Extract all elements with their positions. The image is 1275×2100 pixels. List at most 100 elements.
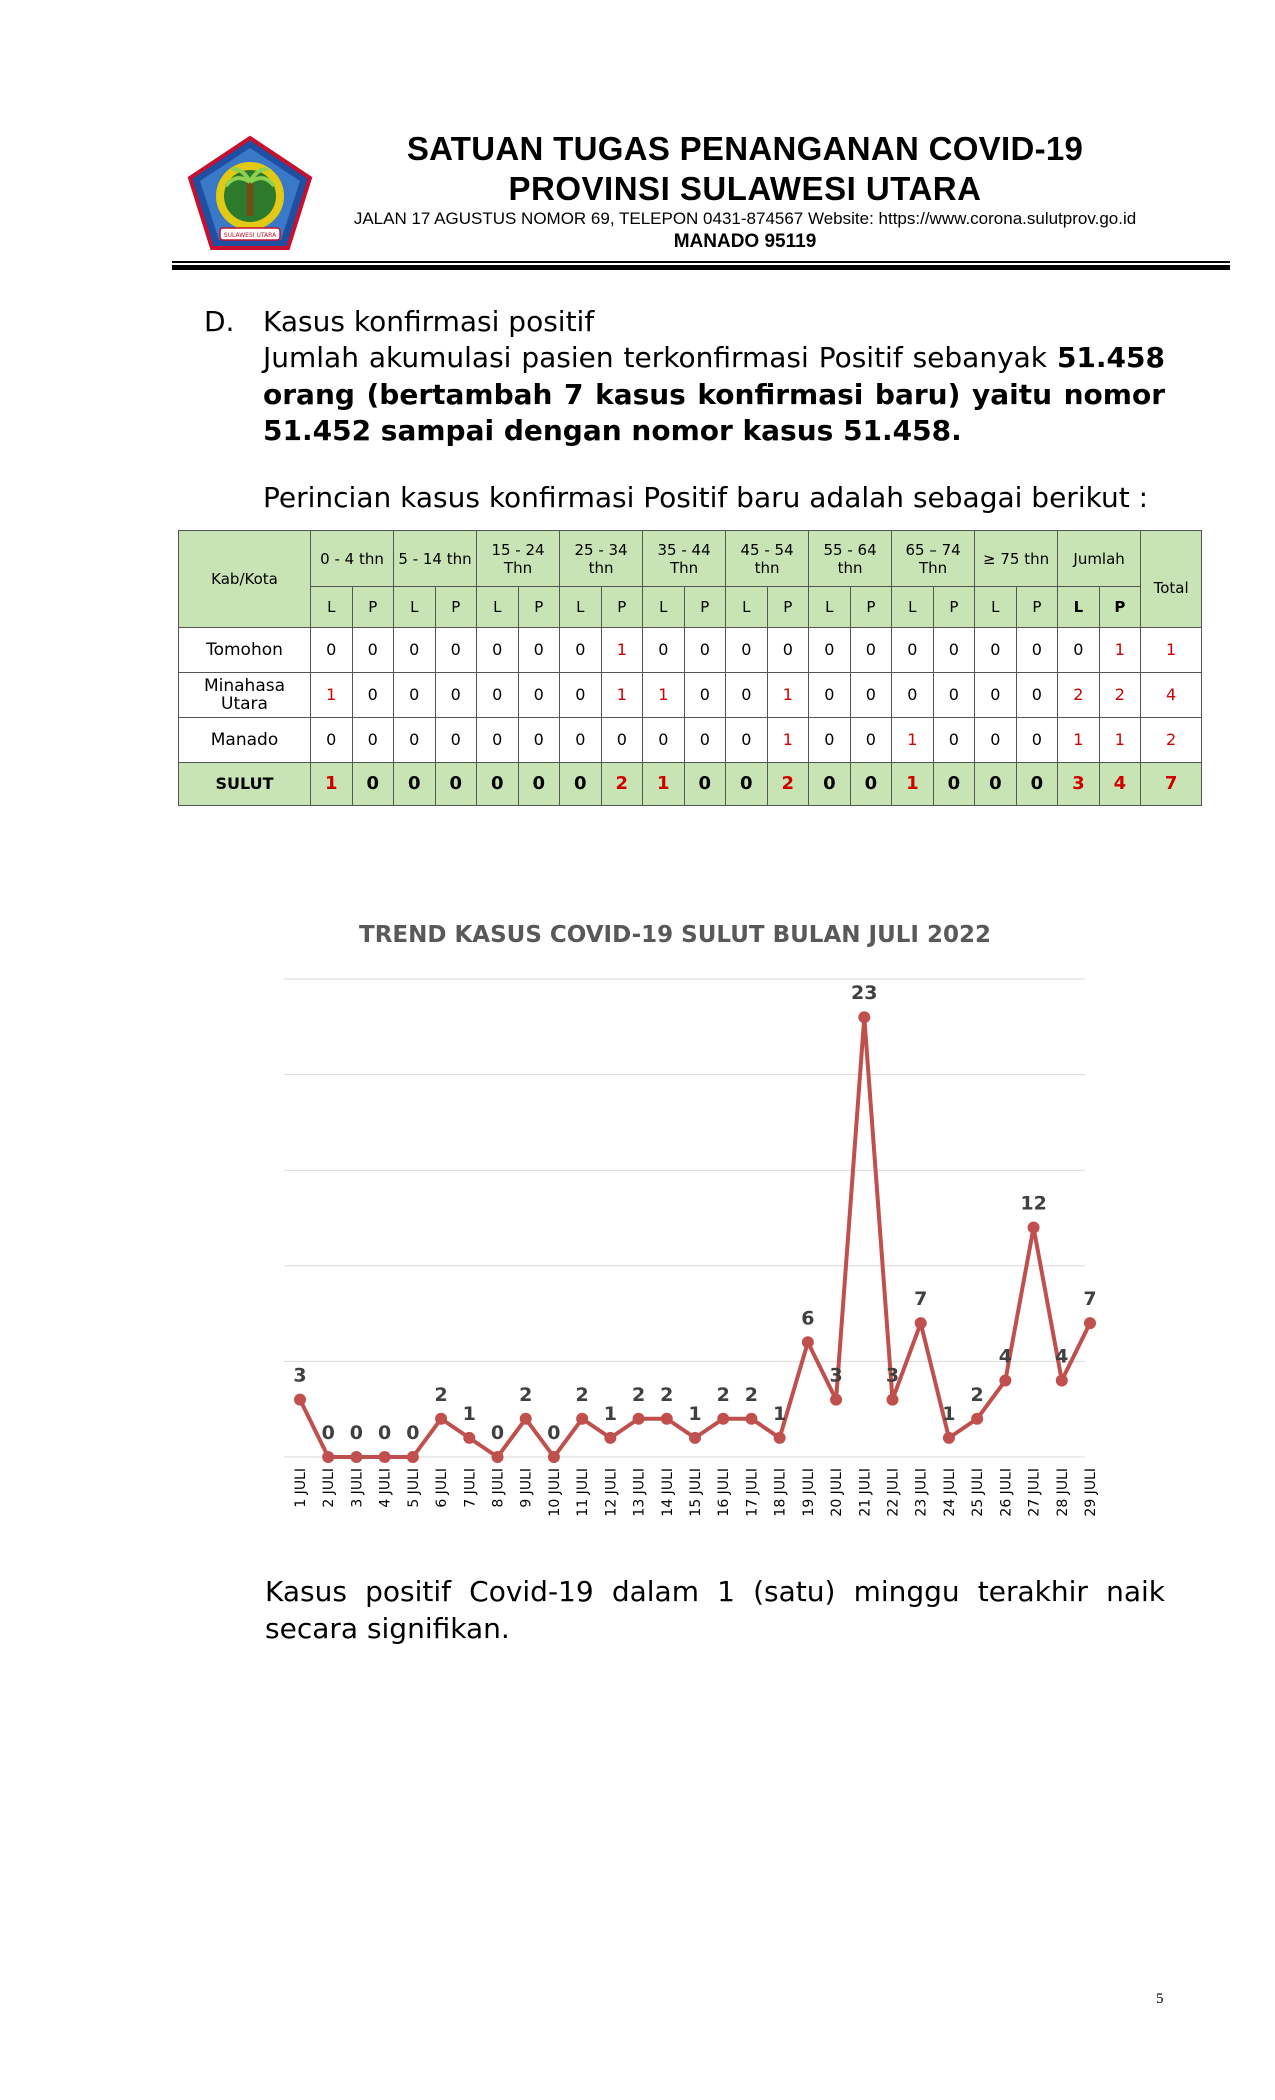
data-point	[350, 1451, 363, 1463]
x-tick-label: 15 JULI	[688, 1468, 704, 1517]
header-title-line2: PROVINSI SULAWESI UTARA	[508, 170, 982, 207]
x-tick-label: 20 JULI	[829, 1468, 845, 1517]
data-point	[378, 1451, 391, 1463]
data-point	[294, 1393, 306, 1406]
table-cell: 0	[476, 627, 519, 673]
data-point	[463, 1431, 476, 1444]
table-cell: 0	[974, 627, 1017, 673]
x-tick-label: 27 JULI	[1027, 1468, 1043, 1517]
table-cell: 0	[683, 627, 727, 673]
kab-header: Kab/Kota	[178, 530, 311, 628]
table-lead-text: Perincian kasus konfirmasi Positif baru …	[263, 481, 1149, 514]
data-point	[632, 1412, 645, 1425]
data-label: 2	[632, 1384, 645, 1406]
data-label: 4	[999, 1346, 1012, 1368]
x-tick-label: 6 JULI	[434, 1468, 450, 1508]
table-cell: 0	[766, 627, 810, 673]
x-tick-label: 17 JULI	[744, 1468, 760, 1517]
table-cell: 2	[766, 762, 810, 806]
sex-header: P	[849, 586, 893, 628]
sex-header: P	[683, 586, 727, 628]
x-tick-label: 8 JULI	[491, 1468, 507, 1508]
age-header: 15 - 24 Thn	[476, 530, 561, 587]
table-cell: 0	[974, 717, 1017, 763]
section-title: Kasus konfirmasi positif	[263, 305, 595, 338]
data-point	[801, 1336, 814, 1349]
data-point	[322, 1451, 335, 1463]
total-row: SULUT 1 0 0 0 0 0 0 2 1 0 0 2 0 0 1 0 0 0 3 4 7	[178, 762, 1203, 806]
table-cell: 0	[517, 627, 561, 673]
data-point	[689, 1431, 701, 1444]
data-point	[914, 1317, 927, 1330]
data-point	[491, 1451, 504, 1463]
closing-text: Kasus positif Covid-19 dalam 1 (satu) mi…	[265, 1575, 1165, 1645]
sex-header: P	[600, 586, 644, 628]
data-point	[886, 1393, 899, 1406]
table-cell: 0	[808, 672, 851, 718]
header-city: MANADO 95119	[673, 231, 817, 252]
table-cell: 0	[1015, 762, 1059, 806]
x-tick-label: 10 JULI	[547, 1468, 563, 1517]
data-point	[773, 1431, 786, 1444]
data-label: 12	[1020, 1193, 1046, 1215]
data-label: 4	[1055, 1346, 1068, 1368]
x-tick-label: 28 JULI	[1055, 1468, 1071, 1517]
table-cell: 2	[1057, 672, 1100, 718]
x-tick-label: 21 JULI	[857, 1468, 873, 1517]
x-tick-label: 13 JULI	[632, 1468, 648, 1517]
table-cell: 2	[600, 762, 644, 806]
data-point	[971, 1412, 984, 1425]
data-point	[604, 1431, 617, 1444]
sex-header: P	[351, 586, 395, 628]
x-tick-label: 11 JULI	[575, 1468, 591, 1517]
kab-name: Minahasa Utara	[178, 672, 311, 718]
section-paragraph: Jumlah akumulasi pasien terkonfirmasi Po…	[263, 340, 1165, 450]
sex-header: L	[808, 586, 851, 628]
data-label: 2	[519, 1384, 532, 1406]
table-cell: 0	[351, 717, 395, 763]
data-label: 6	[801, 1307, 814, 1329]
table-cell: 0	[932, 717, 976, 763]
table-cell: 1	[1098, 717, 1142, 763]
data-label: 0	[491, 1422, 504, 1444]
age-header: 55 - 64 thn	[808, 530, 893, 587]
data-point	[435, 1412, 448, 1425]
data-label: 0	[547, 1422, 560, 1444]
data-label: 2	[576, 1384, 589, 1406]
table-cell: 0	[517, 672, 561, 718]
x-tick-label: 3 JULI	[349, 1468, 365, 1508]
data-point	[519, 1412, 532, 1425]
data-label: 1	[688, 1403, 701, 1425]
data-point	[576, 1412, 589, 1425]
header-title-line1: SATUAN TUGAS PENANGANAN COVID-19	[406, 130, 1084, 167]
age-header: 65 – 74 Thn	[891, 530, 976, 587]
kab-name: SULUT	[178, 762, 311, 806]
data-label: 2	[717, 1384, 730, 1406]
table-cell: 0	[310, 627, 353, 673]
sex-header: L	[559, 586, 602, 628]
sex-header: L	[642, 586, 685, 628]
table-cell: 0	[974, 762, 1017, 806]
age-header: ≥ 75 thn	[974, 530, 1059, 587]
table-cell: 0	[683, 762, 727, 806]
x-tick-label: 24 JULI	[942, 1468, 958, 1517]
data-point	[547, 1451, 560, 1463]
data-label: 3	[886, 1365, 899, 1387]
table-cell: 1	[766, 672, 810, 718]
table-cell: 0	[351, 627, 395, 673]
x-tick-label: 9 JULI	[519, 1468, 535, 1508]
data-point	[406, 1451, 419, 1463]
data-label: 3	[829, 1365, 842, 1387]
page-number: 5	[1156, 1991, 1164, 2007]
table-cell: 0	[849, 672, 893, 718]
table-row: Manado 0 0 0 0 0 0 0 0 0 0 0 1 0 0 1 0 0 0 1 1 2	[178, 717, 1203, 763]
x-tick-label: 12 JULI	[603, 1468, 619, 1517]
data-label: 0	[406, 1422, 419, 1444]
table-cell: 0	[725, 627, 768, 673]
x-tick-label: 23 JULI	[914, 1468, 930, 1517]
age-header: 35 - 44 Thn	[642, 530, 727, 587]
x-tick-label: 18 JULI	[773, 1468, 789, 1517]
sex-header: P	[1098, 586, 1142, 628]
table-cell: 1	[310, 762, 353, 806]
table-cell: 0	[891, 627, 934, 673]
